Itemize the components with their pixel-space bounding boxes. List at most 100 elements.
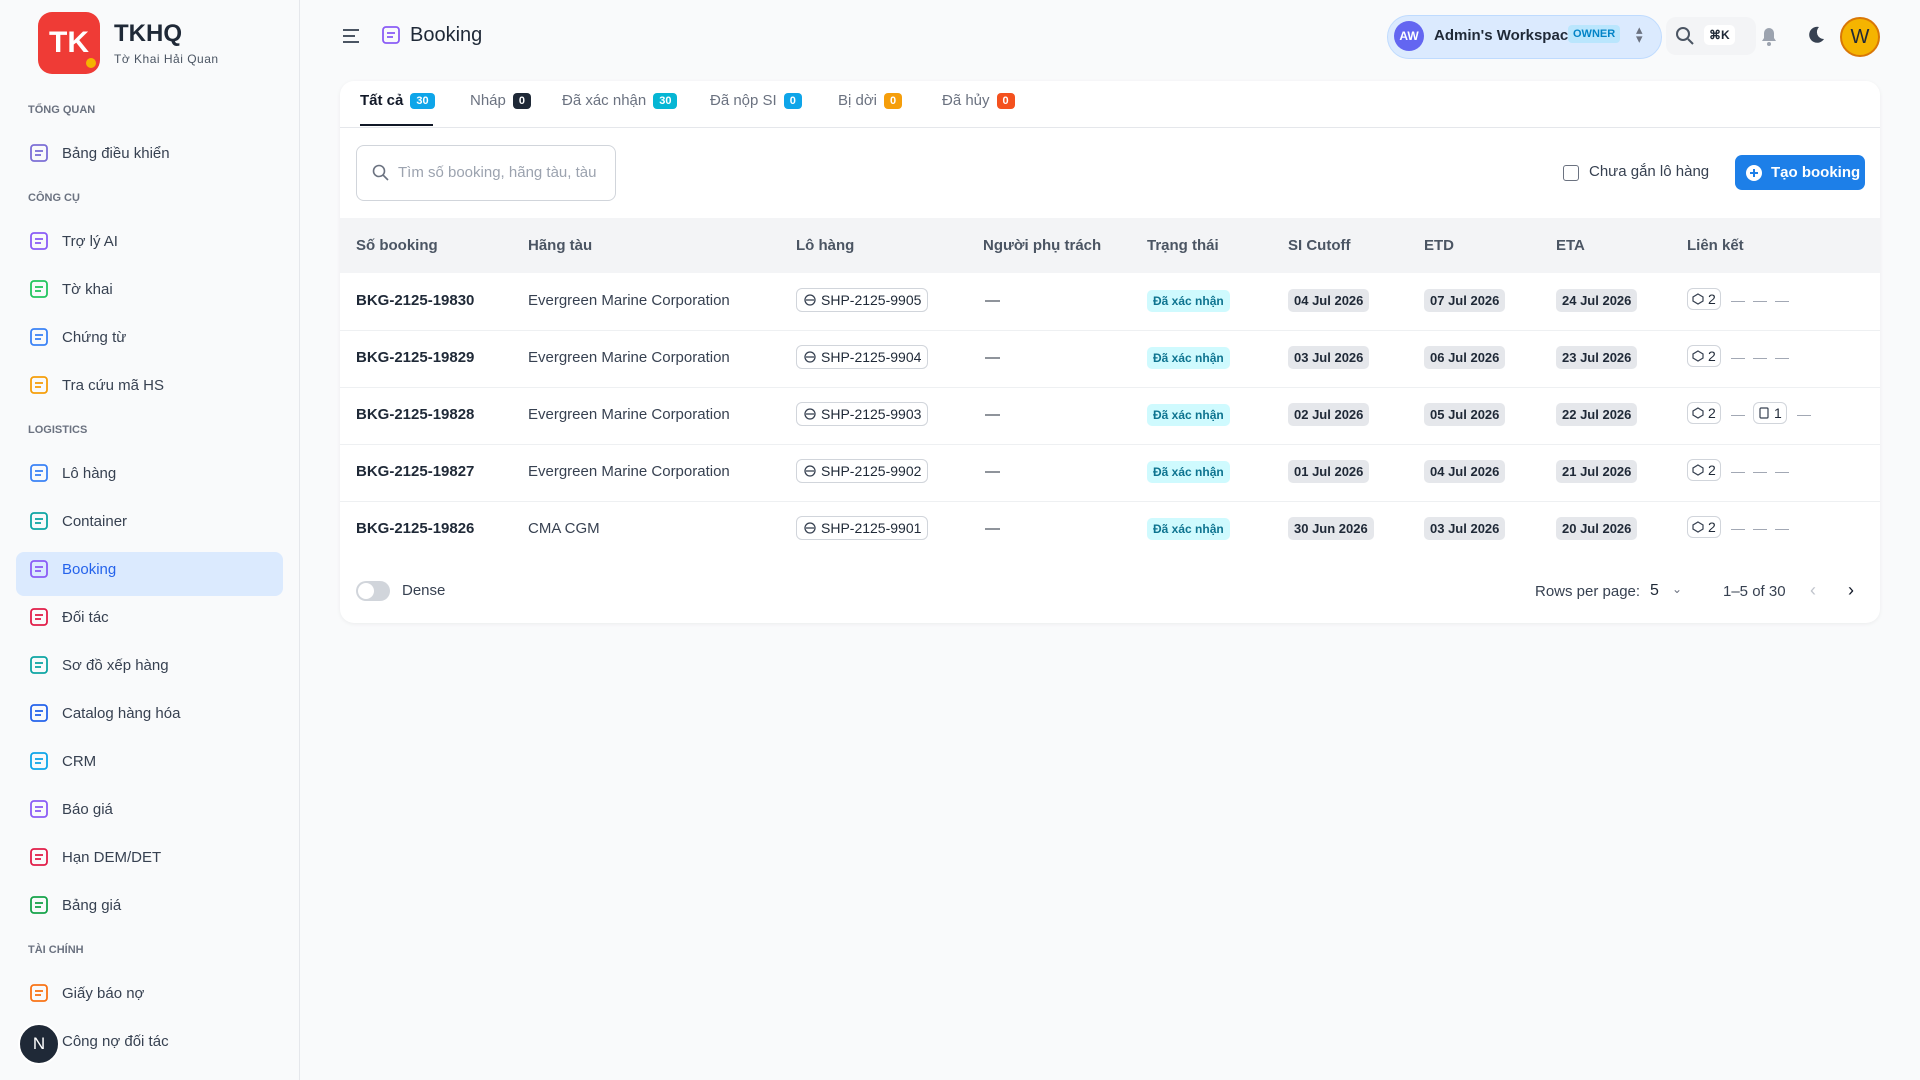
tab[interactable]: Nháp 0	[470, 92, 531, 109]
icon	[804, 408, 816, 420]
section-title: LOGISTICS	[28, 424, 88, 436]
nav-item[interactable]: Giấy báo nợ	[28, 982, 144, 1004]
nav-item[interactable]: Tra cứu mã HS	[28, 374, 164, 396]
link-count: 2	[1708, 291, 1716, 307]
nav-label: Tờ khai	[62, 280, 113, 298]
booking-number[interactable]: BKG-2125-19826	[356, 520, 475, 537]
nav-item[interactable]: Booking	[28, 558, 116, 580]
status: Đã xác nhận	[1147, 518, 1230, 540]
tab[interactable]: Tất cả 30	[360, 92, 435, 109]
link-chip[interactable]: 2	[1687, 459, 1721, 481]
nav-label: Chứng từ	[62, 328, 127, 346]
tab[interactable]: Đã xác nhận 30	[562, 92, 678, 109]
link-chip[interactable]: 2	[1687, 288, 1721, 310]
rows-per-page[interactable]: 5	[1650, 582, 1659, 599]
column-header: Liên kết	[1687, 237, 1744, 254]
user-avatar[interactable]: N	[18, 1023, 60, 1065]
icon	[30, 896, 48, 914]
link-chip[interactable]: 2	[1687, 345, 1721, 367]
link-empty: —	[1753, 292, 1767, 308]
date: 23 Jul 2026	[1556, 346, 1638, 369]
carrier: Evergreen Marine Corporation	[528, 349, 730, 366]
shipment-chip[interactable]: SHP-2125-9905	[796, 288, 929, 312]
link-count: 2	[1708, 519, 1716, 535]
nav-label: Đối tác	[62, 608, 109, 626]
booking-number[interactable]: BKG-2125-19827	[356, 463, 475, 480]
next-page[interactable]: ›	[1848, 580, 1854, 600]
nav-item[interactable]: Báo giá	[28, 798, 113, 820]
booking-number[interactable]: BKG-2125-19830	[356, 292, 475, 309]
nav-label: Sơ đồ xếp hàng	[62, 656, 169, 674]
date: 02 Jul 2026	[1288, 403, 1370, 426]
date: 04 Jul 2026	[1424, 460, 1506, 483]
nav-label: Giấy báo nợ	[62, 984, 145, 1002]
search-placeholder: Tìm số booking, hãng tàu, tàu	[398, 164, 597, 181]
booking-number[interactable]: BKG-2125-19829	[356, 349, 475, 366]
carrier: CMA CGM	[528, 520, 600, 537]
avatar[interactable]: W	[1840, 17, 1880, 57]
shipment-chip[interactable]: SHP-2125-9902	[796, 459, 929, 483]
link-count: 2	[1708, 462, 1716, 478]
notifications[interactable]	[1758, 24, 1780, 53]
tab[interactable]: Bị dời 0	[838, 92, 903, 109]
search-input[interactable]	[356, 145, 616, 201]
link-count: 2	[1708, 405, 1716, 421]
nav-label: Tra cứu mã HS	[62, 376, 165, 394]
date: 04 Jul 2026	[1288, 289, 1370, 312]
link-empty: —	[1753, 349, 1767, 365]
checkbox[interactable]	[1563, 165, 1579, 181]
section-title: TÀI CHÍNH	[28, 944, 84, 956]
rows-chevron: ⌄	[1672, 582, 1683, 596]
nav-label: Bảng điều khiển	[62, 144, 170, 162]
shortcut: ⌘K	[1704, 25, 1735, 45]
ws-role: OWNER	[1568, 25, 1621, 43]
nav-item[interactable]: Chứng từ	[28, 326, 126, 348]
shipment-chip[interactable]: SHP-2125-9901	[796, 516, 929, 540]
sidebar	[0, 0, 300, 1080]
page-title: Booking	[410, 24, 483, 46]
link-chip[interactable]: 1	[1753, 402, 1787, 424]
menu-toggle[interactable]	[340, 25, 362, 52]
nav-item[interactable]: Sơ đồ xếp hàng	[28, 654, 169, 676]
column-header: Số booking	[356, 237, 438, 254]
section-title: TỔNG QUAN	[28, 104, 96, 116]
icon	[30, 328, 48, 346]
nav-item[interactable]: Bảng giá	[28, 894, 121, 916]
nav-item[interactable]: Tờ khai	[28, 278, 113, 300]
assignee: —	[985, 349, 1000, 366]
status: Đã xác nhận	[1147, 404, 1230, 426]
date: 30 Jun 2026	[1288, 517, 1374, 540]
create-button[interactable]	[1735, 155, 1865, 190]
icon	[30, 280, 48, 298]
nav-item[interactable]: Catalog hàng hóa	[28, 702, 180, 724]
brand-subtitle: Tờ Khai Hải Quan	[114, 52, 219, 66]
shipment-chip[interactable]: SHP-2125-9904	[796, 345, 929, 369]
theme-toggle[interactable]	[1804, 24, 1826, 51]
icon	[30, 512, 48, 530]
nav-label: Catalog hàng hóa	[62, 704, 181, 722]
icon	[30, 376, 48, 394]
row-divider	[340, 501, 1880, 502]
nav-item[interactable]: CRM	[28, 750, 96, 772]
tab-count: 30	[410, 92, 435, 109]
tab[interactable]: Đã hủy 0	[942, 92, 1015, 109]
nav-item[interactable]: Bảng điều khiển	[28, 142, 170, 164]
booking-number[interactable]: BKG-2125-19828	[356, 406, 475, 423]
prev-page[interactable]: ‹	[1810, 580, 1816, 600]
link-chip[interactable]: 2	[1687, 402, 1721, 424]
shipment-chip[interactable]: SHP-2125-9903	[796, 402, 929, 426]
nav-item[interactable]: Lô hàng	[28, 462, 116, 484]
link-chip[interactable]: 2	[1687, 516, 1721, 538]
nav-item[interactable]: Hạn DEM/DET	[28, 846, 161, 868]
nav-label: Trợ lý AI	[62, 232, 118, 250]
tab[interactable]: Đã nộp SI 0	[710, 92, 802, 109]
icon	[1809, 26, 1824, 43]
icon	[30, 984, 48, 1002]
nav-label: Bảng giá	[62, 896, 122, 914]
dense-toggle[interactable]	[356, 581, 390, 601]
link-empty: —	[1731, 349, 1745, 365]
nav-item[interactable]: Container	[28, 510, 127, 532]
nav-item[interactable]: Trợ lý AI	[28, 230, 118, 252]
carrier: Evergreen Marine Corporation	[528, 406, 730, 423]
nav-item[interactable]: Đối tác	[28, 606, 109, 628]
